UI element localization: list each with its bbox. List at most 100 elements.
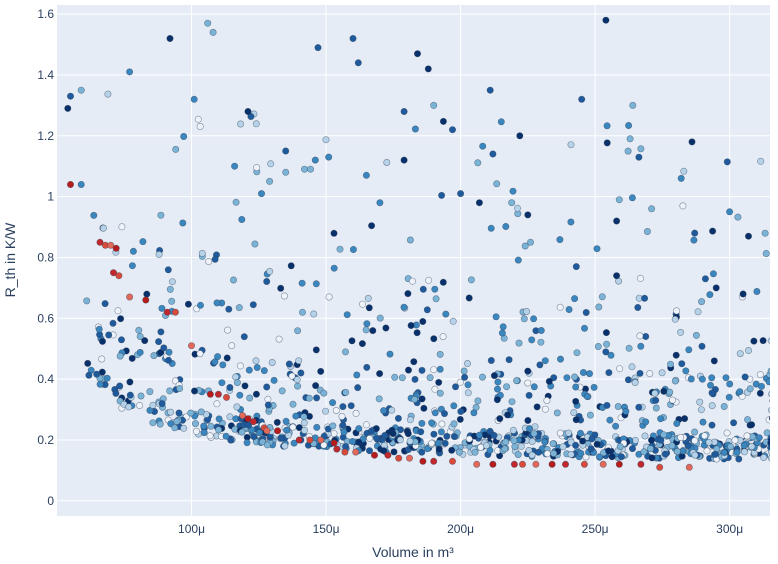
scatter-point bbox=[616, 365, 624, 373]
scatter-point bbox=[449, 317, 457, 325]
scatter-point bbox=[556, 355, 564, 363]
scatter-point bbox=[165, 348, 173, 356]
scatter-point bbox=[237, 120, 245, 128]
scatter-point bbox=[101, 300, 109, 308]
scatter-point bbox=[673, 419, 681, 427]
scatter-point bbox=[90, 211, 98, 219]
pareto-point bbox=[239, 412, 247, 420]
scatter-point bbox=[430, 430, 438, 438]
scatter-point bbox=[605, 369, 613, 377]
scatter-point bbox=[471, 448, 479, 456]
scatter-point bbox=[228, 342, 236, 350]
scatter-point bbox=[137, 392, 145, 400]
scatter-point bbox=[96, 380, 104, 388]
scatter-point bbox=[253, 164, 261, 172]
scatter-point bbox=[671, 377, 679, 385]
scatter-point bbox=[537, 338, 545, 346]
y-tick-label: 0 bbox=[47, 494, 54, 508]
scatter-point bbox=[612, 422, 620, 430]
scatter-point bbox=[571, 295, 579, 303]
scatter-point bbox=[684, 441, 692, 449]
scatter-point bbox=[603, 122, 611, 130]
pareto-point bbox=[188, 342, 196, 350]
scatter-point bbox=[524, 211, 532, 219]
scatter-point bbox=[250, 432, 258, 440]
scatter-point bbox=[263, 383, 271, 391]
scatter-point bbox=[626, 135, 634, 143]
scatter-point bbox=[534, 448, 542, 456]
scatter-point bbox=[572, 397, 580, 405]
scatter-point bbox=[570, 409, 578, 417]
scatter-point bbox=[179, 219, 187, 227]
pareto-point bbox=[317, 436, 325, 444]
scatter-point bbox=[744, 346, 752, 354]
scatter-point bbox=[285, 360, 293, 368]
scatter-point bbox=[436, 350, 444, 358]
scatter-point bbox=[646, 370, 654, 378]
scatter-point bbox=[376, 370, 384, 378]
scatter-point bbox=[224, 326, 232, 334]
scatter-point bbox=[572, 416, 580, 424]
scatter-point bbox=[408, 277, 416, 285]
scatter-point bbox=[347, 402, 355, 410]
scatter-point bbox=[543, 396, 551, 404]
scatter-point bbox=[448, 126, 456, 134]
scatter-point bbox=[768, 406, 770, 414]
scatter-point bbox=[172, 145, 180, 153]
pareto-point bbox=[115, 272, 123, 280]
scatter-point bbox=[264, 401, 272, 409]
x-tick-label: 300μ bbox=[716, 522, 743, 536]
scatter-point bbox=[607, 351, 615, 359]
scatter-point bbox=[236, 362, 244, 370]
scatter-point bbox=[141, 337, 149, 345]
scatter-point bbox=[282, 147, 290, 155]
scatter-point bbox=[450, 420, 458, 428]
scatter-point bbox=[677, 433, 685, 441]
scatter-point bbox=[628, 363, 636, 371]
scatter-point bbox=[200, 422, 208, 430]
scatter-point bbox=[410, 358, 418, 366]
scatter-point bbox=[438, 420, 446, 428]
scatter-point bbox=[136, 348, 144, 356]
x-tick-label: 100μ bbox=[178, 522, 205, 536]
scatter-point bbox=[734, 213, 742, 221]
scatter-point bbox=[565, 429, 573, 437]
scatter-point bbox=[511, 443, 519, 451]
scatter-point bbox=[380, 407, 388, 415]
scatter-point bbox=[325, 293, 333, 301]
scatter-point bbox=[503, 383, 511, 391]
scatter-point bbox=[636, 369, 644, 377]
scatter-point bbox=[658, 369, 666, 377]
scatter-point bbox=[486, 446, 494, 454]
scatter-point bbox=[143, 290, 151, 298]
scatter-point bbox=[640, 448, 648, 456]
scatter-point bbox=[478, 373, 486, 381]
scatter-point bbox=[657, 436, 665, 444]
scatter-point bbox=[525, 391, 533, 399]
scatter-point bbox=[692, 331, 700, 339]
scatter-point bbox=[354, 384, 362, 392]
scatter-point bbox=[300, 413, 308, 421]
scatter-point bbox=[634, 303, 642, 311]
x-axis-title: Volume in m³ bbox=[372, 544, 454, 560]
scatter-point bbox=[252, 390, 260, 398]
scatter-point bbox=[671, 315, 679, 323]
scatter-point bbox=[642, 418, 650, 426]
scatter-point bbox=[329, 399, 337, 407]
y-tick-labels: 0 0.2 0.4 0.6 0.8 1 1.2 1.4 1.6 bbox=[37, 7, 54, 508]
scatter-point bbox=[708, 402, 716, 410]
scatter-point bbox=[482, 442, 490, 450]
scatter-point bbox=[139, 238, 147, 246]
scatter-point bbox=[602, 348, 610, 356]
scatter-point bbox=[769, 398, 770, 403]
scatter-point bbox=[135, 326, 143, 334]
pareto-point bbox=[448, 457, 456, 465]
pareto-point bbox=[384, 451, 392, 459]
scatter-point bbox=[198, 249, 206, 257]
y-tick-label: 0.6 bbox=[37, 311, 54, 325]
scatter-point bbox=[175, 409, 183, 417]
scatter-point bbox=[516, 132, 524, 140]
scatter-point bbox=[325, 153, 333, 161]
scatter-point bbox=[329, 422, 337, 430]
pareto-point bbox=[580, 460, 588, 468]
